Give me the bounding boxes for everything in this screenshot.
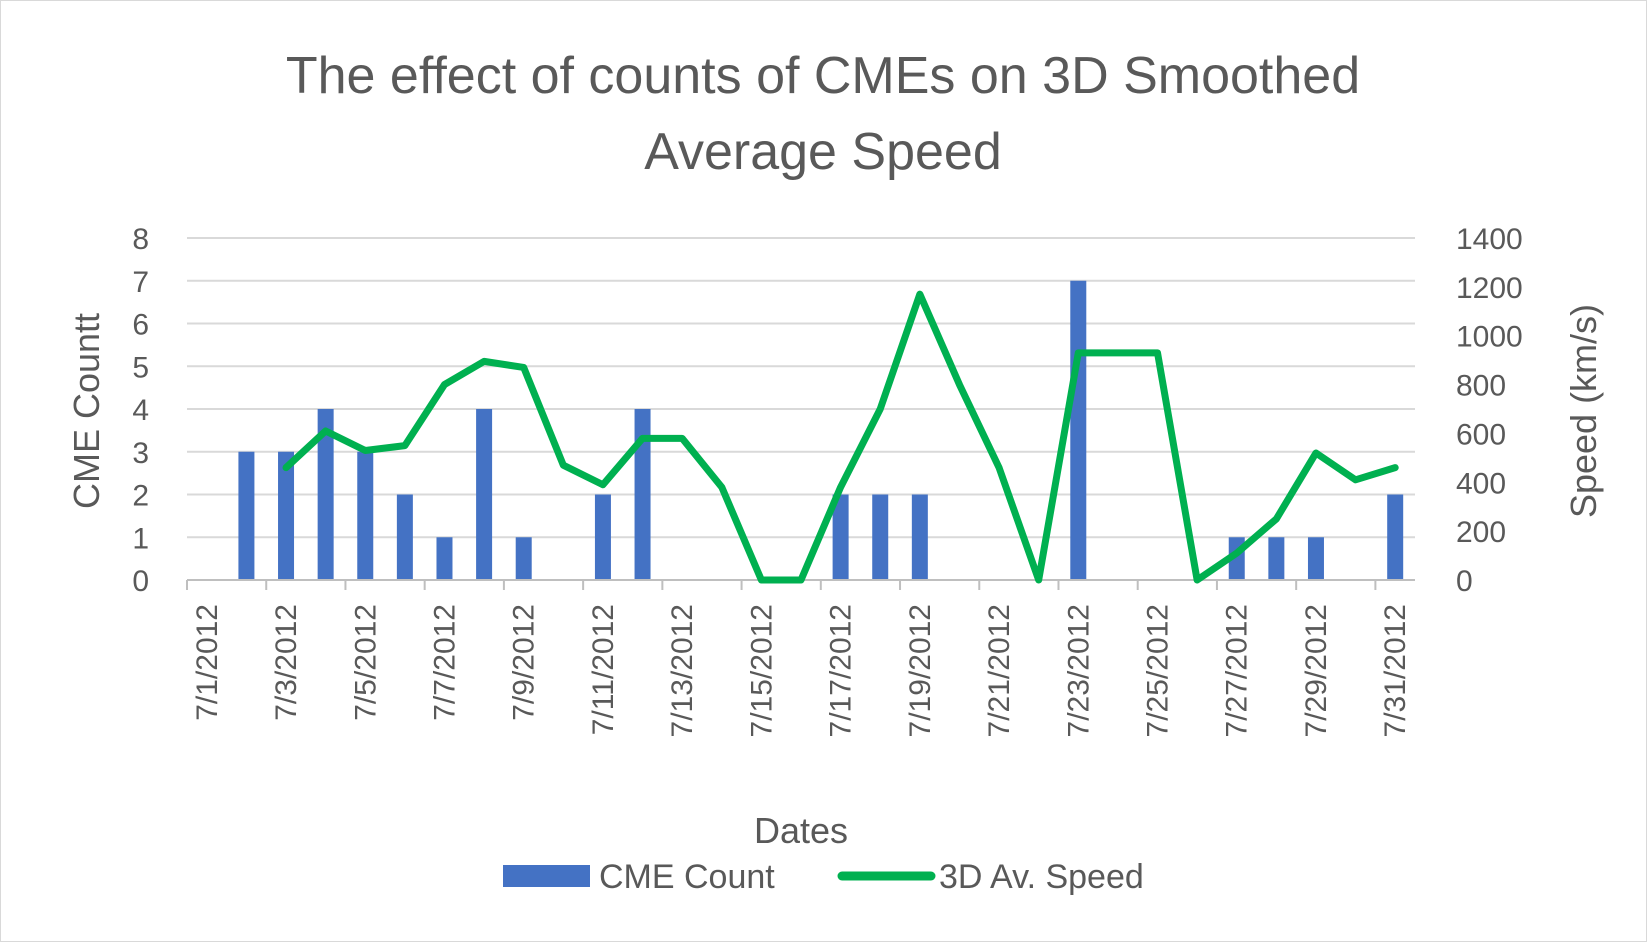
bar-7/9/2012	[515, 537, 532, 580]
left-y-axis: 0 1 2 3 4 5 6 7 8	[132, 223, 149, 598]
right-y-axis-title: Speed (km/s)	[1563, 304, 1604, 518]
y-right-tick-label: 400	[1456, 467, 1506, 500]
x-tick-label: 7/31/2012	[1379, 604, 1412, 737]
y-left-tick-label: 6	[132, 309, 149, 342]
right-y-axis: 0 200 400 600 800 1000 1200 1400	[1456, 223, 1523, 598]
bar-7/2/2012	[238, 451, 255, 580]
y-right-tick-label: 0	[1456, 565, 1473, 598]
bar-7/3/2012	[278, 451, 295, 580]
y-left-tick-label: 7	[132, 266, 149, 299]
y-right-tick-label: 600	[1456, 418, 1506, 451]
bar-7/18/2012	[872, 494, 889, 580]
bar-7/8/2012	[476, 409, 493, 580]
x-tick-label: 7/9/2012	[508, 604, 541, 721]
y-right-tick-label: 1400	[1456, 223, 1523, 256]
y-left-tick-label: 2	[132, 480, 149, 513]
x-tick-label: 7/15/2012	[745, 604, 778, 737]
bar-7/12/2012	[634, 409, 651, 580]
y-left-tick-label: 8	[132, 223, 149, 256]
chart-title-line-2: Average Speed	[644, 123, 1002, 181]
x-tick-label: 7/21/2012	[983, 604, 1016, 737]
bar-7/4/2012	[317, 409, 334, 580]
y-right-tick-label: 1200	[1456, 272, 1523, 305]
x-tick-label: 7/23/2012	[1062, 604, 1095, 737]
x-tick-label: 7/27/2012	[1221, 604, 1254, 737]
bar-7/23/2012	[1070, 280, 1087, 580]
y-right-tick-label: 200	[1456, 516, 1506, 549]
x-tick-label: 7/11/2012	[587, 604, 620, 735]
bar-7/17/2012	[832, 494, 849, 580]
line-series	[282, 290, 1399, 584]
legend-label-speed: 3D Av. Speed	[939, 858, 1144, 896]
y-left-tick-label: 1	[132, 522, 149, 555]
chart-title: The effect of counts of CMEs on 3D Smoot…	[286, 47, 1360, 181]
bar-7/5/2012	[357, 451, 374, 580]
bar-7/19/2012	[911, 494, 928, 580]
x-axis: 7/1/2012 7/3/2012 7/5/2012 7/7/2012 7/9/2012…	[186, 579, 1415, 737]
speed-line	[282, 290, 1399, 584]
left-y-axis-title: CME Countt	[66, 313, 107, 509]
x-axis-title: Dates	[754, 810, 848, 851]
bar-7/29/2012	[1307, 537, 1324, 580]
y-left-tick-label: 4	[132, 394, 149, 427]
bar-7/31/2012	[1387, 494, 1404, 580]
y-left-tick-label: 5	[132, 351, 149, 384]
chart-title-line-1: The effect of counts of CMEs on 3D Smoot…	[286, 47, 1360, 105]
bar-7/28/2012	[1268, 537, 1285, 580]
y-left-tick-label: 3	[132, 437, 149, 470]
x-tick-label: 7/3/2012	[270, 604, 303, 721]
x-tick-label: 7/1/2012	[191, 604, 224, 721]
x-tick-label: 7/25/2012	[1142, 604, 1175, 737]
x-tick-label: 7/13/2012	[666, 604, 699, 737]
legend-label-cme-count: CME Count	[599, 858, 775, 896]
bar-7/7/2012	[436, 537, 453, 580]
legend-swatch-cme-count	[503, 865, 590, 887]
x-tick-label: 7/29/2012	[1300, 604, 1333, 737]
x-tick-label: 7/5/2012	[349, 604, 382, 721]
y-left-tick-label: 0	[132, 565, 149, 598]
x-tick-label: 7/19/2012	[904, 604, 937, 737]
legend: CME Count 3D Av. Speed	[503, 858, 1144, 896]
y-right-tick-label: 800	[1456, 370, 1506, 403]
bar-7/6/2012	[396, 494, 413, 580]
x-tick-label: 7/7/2012	[428, 604, 461, 721]
x-tick-label: 7/17/2012	[825, 604, 858, 737]
gridlines	[187, 237, 1415, 539]
y-right-tick-label: 1000	[1456, 321, 1523, 354]
bar-7/11/2012	[594, 494, 611, 580]
